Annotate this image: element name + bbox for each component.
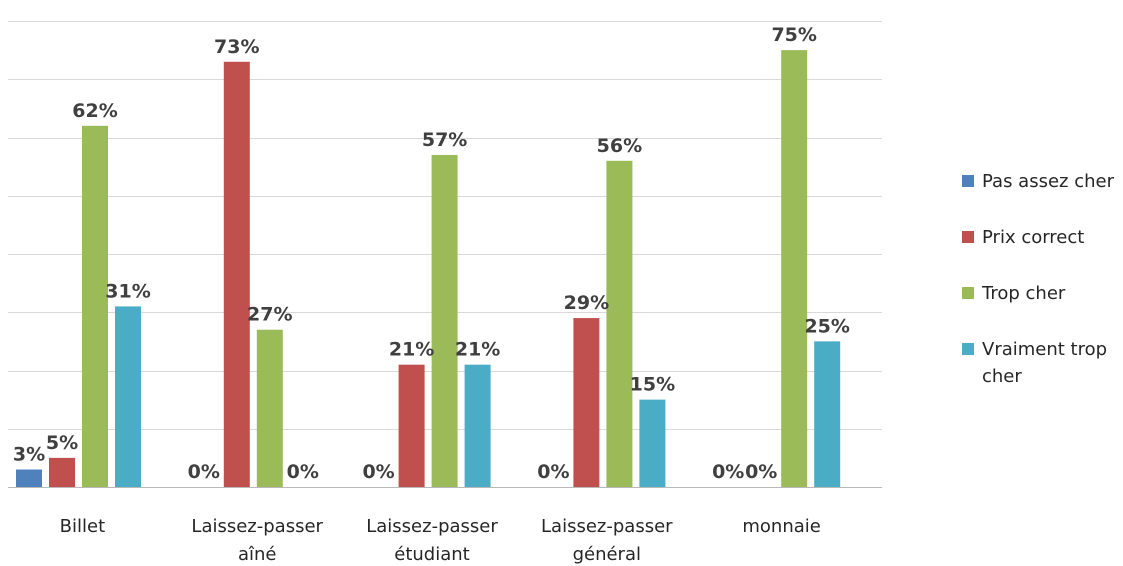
legend: Pas assez cher Prix correct Trop cher Vraim…: [962, 168, 1123, 419]
data-label: 15%: [630, 374, 675, 396]
legend-item: Trop cher: [962, 280, 1123, 307]
data-label: 21%: [455, 339, 500, 361]
data-label: 0%: [745, 461, 777, 483]
legend-item: Pas assez cher: [962, 168, 1123, 195]
data-label: 73%: [214, 36, 259, 58]
bar-trop-cher: [82, 125, 108, 487]
legend-label: Pas assez cher: [982, 171, 1114, 192]
bar-vraiment-trop-cher: [639, 399, 666, 487]
bar-vraiment-trop-cher: [814, 341, 841, 487]
x-tick-label: Laissez-passer général: [541, 516, 673, 565]
data-label: 0%: [537, 461, 569, 483]
bar-vraiment-trop-cher: [464, 364, 491, 487]
data-label: 56%: [597, 135, 642, 157]
legend-item: Vraiment trop cher: [962, 336, 1123, 390]
data-label: 5%: [46, 432, 78, 454]
data-label: 25%: [804, 315, 849, 337]
data-label: 75%: [771, 24, 816, 46]
bar-trop-cher: [781, 50, 808, 487]
data-label: 0%: [712, 461, 744, 483]
legend-item: Prix correct: [962, 224, 1123, 251]
bar-prix-correct: [223, 61, 250, 488]
bar-trop-cher: [256, 329, 283, 487]
bar-vraiment-trop-cher: [115, 306, 141, 487]
x-tick-label: monnaie: [742, 516, 820, 537]
legend-swatch: [962, 231, 974, 243]
data-label: 3%: [13, 444, 45, 466]
x-tick-label: Laissez-passer aîné: [191, 516, 323, 565]
data-label: 21%: [389, 339, 434, 361]
x-axis-tick-labels: Billet Laissez-passer aîné Laissez-passer ét…: [60, 516, 821, 565]
bar-prix-correct: [49, 457, 75, 487]
x-tick-label: Billet: [60, 516, 105, 537]
legend-swatch: [962, 287, 974, 299]
legend-swatch: [962, 343, 974, 355]
bar-trop-cher: [606, 160, 633, 488]
data-labels: 3%5%62%31%0%73%27%0% 0%21%57%21%0%29%56%1…: [13, 24, 850, 483]
data-label: 0%: [287, 461, 319, 483]
bar-pas-assez-cher: [16, 469, 42, 487]
data-label: 27%: [247, 304, 292, 326]
bar-prix-correct: [573, 318, 600, 487]
data-label: 29%: [564, 292, 609, 314]
x-tick-label: Laissez-passer étudiant: [366, 516, 498, 565]
bar-trop-cher: [431, 154, 458, 487]
data-label: 31%: [105, 280, 150, 302]
data-label: 0%: [188, 461, 220, 483]
data-label: 0%: [362, 461, 394, 483]
bars: [16, 50, 841, 488]
data-label: 57%: [422, 129, 467, 151]
bar-prix-correct: [398, 364, 425, 487]
legend-label: Trop cher: [982, 283, 1066, 304]
legend-label: Vraiment trop cher: [982, 339, 1108, 387]
legend-swatch: [962, 175, 974, 187]
data-label: 62%: [72, 100, 117, 122]
legend-label: Prix correct: [982, 227, 1085, 248]
